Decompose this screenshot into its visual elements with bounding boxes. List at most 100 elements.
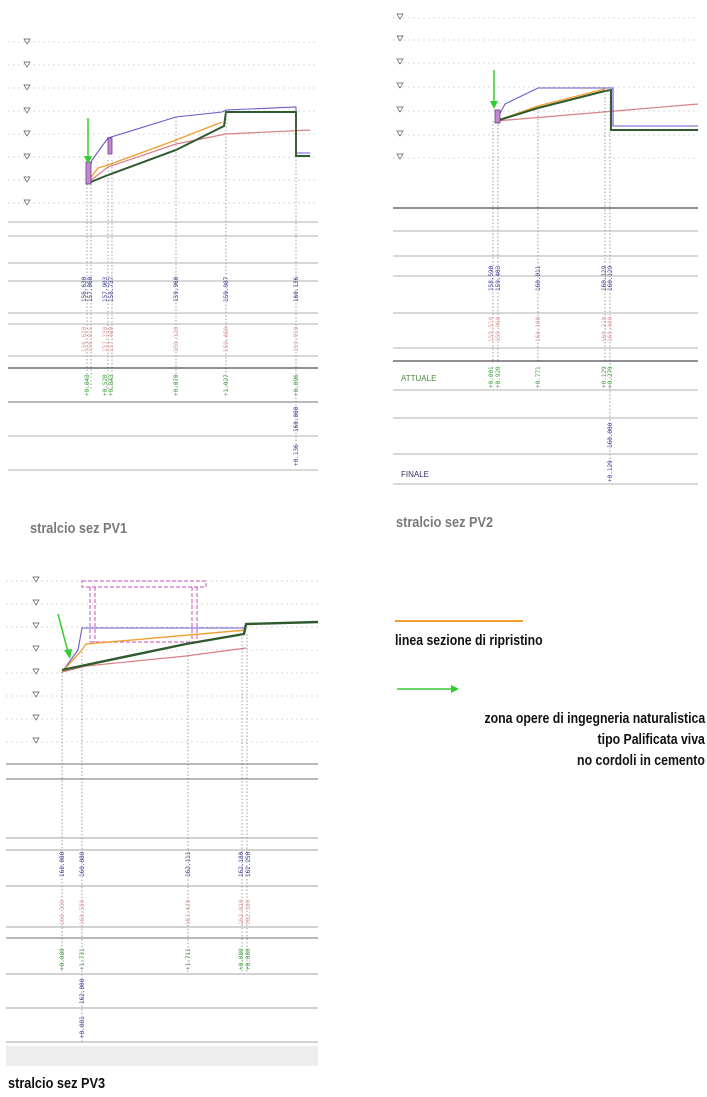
pv1-elev-label: 159.960	[173, 276, 180, 302]
pv1-pink-label: 157.330	[102, 326, 109, 352]
pv2-elev-label: 159.403	[495, 265, 502, 291]
pv3-orange-profile	[61, 629, 247, 673]
legend-green-arrow-line2: tipo Palificata viva	[597, 731, 705, 748]
legend-green-arrow-line3: no cordoli in cemento	[577, 752, 705, 769]
pv2-table-lines	[393, 207, 698, 485]
pv3-extra-label: 162.000	[79, 978, 86, 1004]
pv3-green-label: +1.731	[79, 948, 86, 970]
legend-orange-line-label: linea sezione di ripristino	[395, 632, 543, 649]
pv1-green-label: +1.027	[223, 374, 230, 396]
pv1-elev-label: 157.903	[102, 276, 109, 302]
pv1-green-label: +0.843	[108, 374, 115, 396]
pv1-green-label: +0.843	[84, 374, 91, 396]
pv1-elev-label: 159.987	[223, 276, 230, 302]
pv1-pink-label: 156.620	[81, 326, 88, 352]
pv1-elev-label: 160.136	[293, 276, 300, 302]
pv1-table-lines	[8, 221, 318, 471]
pv3-table-lines	[6, 763, 318, 1043]
caption-pv3: stralcio sez PV3	[8, 1075, 106, 1092]
pv3-station-lines	[61, 634, 248, 1042]
pv2-row-label-attuale: ATTUALE	[401, 374, 436, 383]
pv3-green-label: +0.080	[59, 948, 66, 970]
pv2-green-label: +0.270	[607, 366, 614, 388]
pv1-green-arrow	[84, 118, 92, 164]
pv3-extra-label: +0.081	[79, 1016, 86, 1038]
pv3-dashed-structure	[81, 580, 207, 643]
section-pv3-drawing: 160.080 160.080 162.111 162.180 162.250 …	[6, 572, 319, 1072]
pv3-green-label: +1.711	[185, 948, 192, 970]
pv1-extra-label: 160.000	[293, 406, 300, 432]
pv3-elev-label: 162.180	[238, 851, 245, 877]
pv1-pink-label: 159.120	[173, 326, 180, 352]
pv1-pink-label: 156.815	[87, 326, 94, 352]
pv2-extra-label: +0.129	[607, 460, 614, 482]
pv2-elev-label: 160.129	[601, 265, 608, 291]
pv3-pink-profile	[61, 647, 247, 673]
pv2-elev-label: 158.590	[488, 265, 495, 291]
legend-orange-line-swatch	[395, 620, 523, 622]
pv1-purple-profile	[85, 106, 310, 185]
pv3-pink-label: 160.350	[59, 899, 66, 925]
pv1-pink-label: 159.460	[223, 326, 230, 352]
pv3-green-label: +0.080	[238, 948, 245, 970]
pv2-row-label-finale: FINALE	[401, 470, 429, 479]
pv2-pink-profile	[495, 103, 699, 122]
section-pv1-drawing: 156.630 157.060 157.903 158.737 159.960 …	[8, 30, 318, 480]
pv1-pink-profile	[85, 129, 311, 185]
pv2-purple-profile	[495, 87, 698, 127]
pv3-green-arrow	[57, 613, 72, 659]
pv1-palificata-block	[85, 161, 92, 185]
pv3-elev-label: 160.080	[59, 851, 66, 877]
pv1-green-label: +0.096	[293, 374, 300, 396]
pv3-bottom-band	[6, 1046, 318, 1066]
pv1-station-lines	[86, 107, 297, 450]
pv3-level-markers	[32, 576, 40, 744]
pv3-elev-label: 162.250	[245, 851, 252, 877]
pv2-elev-label: 160.011	[535, 265, 542, 291]
pv1-level-markers	[23, 38, 31, 206]
pv1-extra-label: +0.136	[293, 444, 300, 466]
pv2-green-label: +0.129	[601, 366, 608, 388]
legend-green-arrow-line1: zona opere di ingegneria naturalistica	[484, 710, 705, 727]
pv2-green-label: +0.001	[488, 366, 495, 388]
pv2-pink-label: 160.210	[601, 316, 608, 342]
pv1-elev-label: 156.630	[81, 276, 88, 302]
pv1-pink-label: 159.950	[293, 326, 300, 352]
pv2-reference-lines	[393, 17, 698, 159]
pv1-pink-label: 157.480	[108, 326, 115, 352]
pv1-reference-lines	[8, 41, 318, 204]
pv2-station-lines	[492, 90, 611, 468]
pv2-darkgreen-profile	[495, 88, 698, 131]
caption-pv2: stralcio sez PV2	[396, 514, 494, 531]
pv3-darkgreen-profile	[61, 620, 319, 672]
pv2-level-markers	[396, 13, 404, 160]
pv1-green-label: +0.070	[173, 374, 180, 396]
pv3-pink-label: 162.180	[245, 899, 252, 925]
pv1-green-label: +0.520	[102, 374, 109, 396]
pv3-elev-label: 160.080	[79, 851, 86, 877]
caption-pv1: stralcio sez PV1	[30, 520, 128, 537]
pv2-pink-label: 159.510	[488, 316, 495, 342]
pv3-green-label: +0.080	[245, 948, 252, 970]
pv3-pink-label: 162.020	[238, 899, 245, 925]
legend-green-arrow	[397, 685, 459, 693]
pv1-darkgreen-profile	[85, 111, 310, 185]
pv2-pink-label: 160.400	[607, 316, 614, 342]
pv3-elev-label: 162.111	[185, 851, 192, 877]
pv3-pink-label: 161.420	[185, 899, 192, 925]
pv3-purple-profile	[61, 627, 246, 673]
pv3-pink-label: 160.580	[79, 899, 86, 925]
pv1-elev-label: 157.060	[87, 276, 94, 302]
pv2-green-label: +0.920	[495, 366, 502, 388]
pv2-elev-label: 160.129	[607, 265, 614, 291]
pv3-reference-lines	[6, 580, 318, 743]
pv2-extra-label: 160.000	[607, 422, 614, 448]
pv2-palificata-block	[494, 109, 501, 124]
pv2-pink-label: 160.100	[535, 316, 542, 342]
pv1-palificata-block-2	[107, 137, 113, 155]
pv2-green-label: +0.771	[535, 366, 542, 388]
pv1-elev-label: 158.737	[108, 276, 115, 302]
section-pv2-drawing: ATTUALE FINALE 158.590 159.403 160.011 1…	[393, 8, 699, 493]
pv2-pink-label: 159.960	[495, 316, 502, 342]
pv2-green-arrow	[490, 70, 498, 109]
